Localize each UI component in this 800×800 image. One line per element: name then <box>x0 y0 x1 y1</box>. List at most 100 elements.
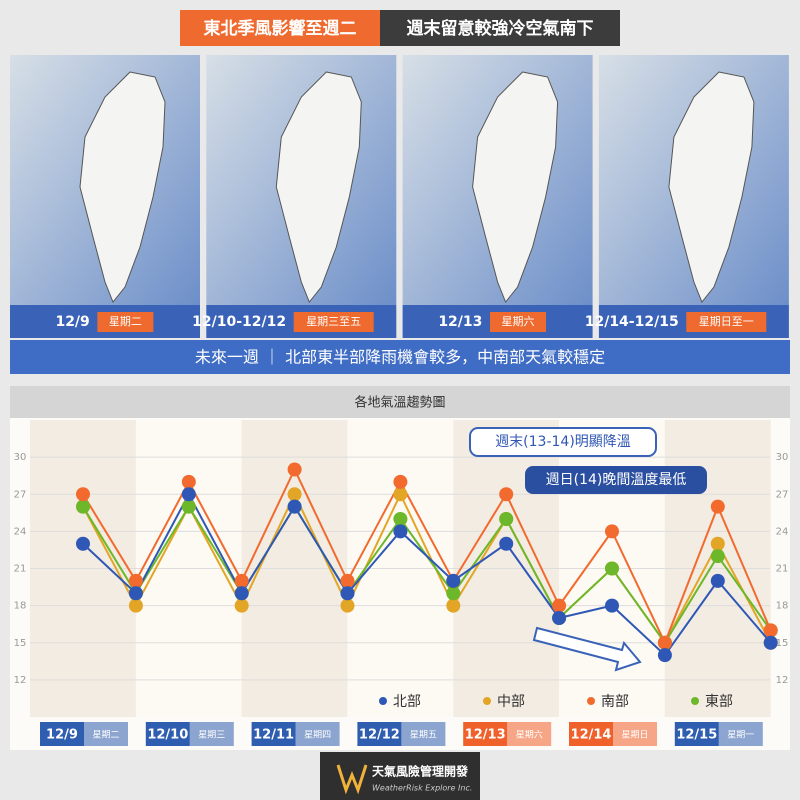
weekday-box <box>84 722 128 746</box>
legend-label: 北部 <box>393 694 421 710</box>
y2-tick-label: 30 <box>776 452 789 463</box>
header-right: 週末留意較強冷空氣南下 <box>407 18 594 39</box>
summary: 未來一週 ｜ 北部東半部降雨機會較多，中南部天氣較穩定 <box>195 348 605 367</box>
arrow <box>532 626 642 672</box>
date-box <box>463 722 508 746</box>
data-point <box>393 524 408 539</box>
data-point <box>287 499 302 514</box>
weekday-box <box>189 722 234 746</box>
data-point <box>605 598 619 613</box>
data-point <box>710 573 725 588</box>
date-box <box>145 722 190 746</box>
data-point <box>340 586 355 601</box>
data-point <box>446 586 461 601</box>
data-point <box>552 611 567 625</box>
annotation-box <box>469 427 657 457</box>
y-tick-label: 12 <box>14 675 27 686</box>
weekday-label: 星期六 <box>516 729 543 741</box>
legend-marker <box>483 697 491 705</box>
y-tick-label: 27 <box>14 489 27 500</box>
summary-bg <box>10 340 790 374</box>
weekday-label: 星期一 <box>727 730 754 741</box>
date-box <box>40 722 84 746</box>
y-tick-label: 21 <box>14 564 27 575</box>
legend-label: 南部 <box>601 694 629 710</box>
data-point <box>76 487 90 502</box>
weekday-label: 星期四 <box>304 730 331 741</box>
weekday-label: 星期日 <box>621 730 648 741</box>
map-date: 12/9 <box>55 314 89 330</box>
map-day-bg <box>97 312 154 332</box>
map-day-bg <box>686 312 767 332</box>
map-date: 12/13 <box>438 314 482 330</box>
data-point <box>446 573 461 588</box>
logo <box>336 764 368 795</box>
map-day: 星期六 <box>502 315 535 328</box>
map-day: 星期三至五 <box>306 315 361 328</box>
data-point <box>605 524 619 539</box>
y2-tick-label: 15 <box>776 638 789 649</box>
data-point <box>763 635 778 650</box>
data-point <box>181 474 196 489</box>
data-point <box>710 536 725 551</box>
weekday-label: 星期二 <box>92 730 119 741</box>
weekday-box <box>718 722 763 746</box>
data-point <box>552 598 567 613</box>
data-point <box>499 512 514 526</box>
x-tick-label: 12/14 <box>571 728 612 743</box>
x-tick-label: 12/15 <box>676 728 717 743</box>
data-point <box>287 487 302 502</box>
data-point <box>340 598 355 613</box>
y2-tick-label: 21 <box>776 564 789 575</box>
data-point <box>128 586 143 601</box>
legend-label: 東部 <box>705 694 733 710</box>
weekday-label: 星期三 <box>198 730 225 741</box>
y2-tick-label: 24 <box>776 526 789 537</box>
map-island <box>472 71 559 303</box>
date-box <box>569 722 613 746</box>
data-point <box>710 549 725 564</box>
y2-tick-label: 18 <box>776 601 789 612</box>
data-point <box>287 462 302 477</box>
annotation: 週末(13-14)明顯降溫 <box>495 434 631 450</box>
data-point <box>181 499 196 514</box>
data-point <box>76 536 90 551</box>
data-point <box>657 648 672 663</box>
chart-title-bg <box>10 386 790 418</box>
y-tick-label: 24 <box>14 526 27 537</box>
y2-tick-label: 12 <box>776 675 789 686</box>
chart-title: 各地氣溫趨勢圖 <box>354 395 445 411</box>
map-date: 12/14-12/15 <box>585 314 679 330</box>
weekday-box <box>401 722 446 746</box>
date-box <box>251 722 296 746</box>
legend-marker <box>379 697 387 705</box>
chart: 12 12 15 15 18 18 21 21 24 24 27 27 30 30 週末(13-14)明顯降… <box>14 420 789 746</box>
header-right-bg <box>380 10 620 46</box>
series-line <box>82 492 772 657</box>
weekday-label: 星期五 <box>410 730 437 741</box>
legend-marker <box>691 697 699 705</box>
map-island <box>668 71 755 303</box>
date-box <box>357 722 402 746</box>
data-point <box>393 487 408 502</box>
data-point <box>128 598 143 613</box>
map-day-bg <box>490 312 546 332</box>
data-point <box>710 499 725 514</box>
map-panels: 12/9 星期二 12/10-12/12 星期三至五 12/13 星期六 12/14-12/… <box>10 55 789 338</box>
weekday-box <box>507 722 552 746</box>
x-tick-label: 12/13 <box>465 728 506 743</box>
map-day: 星期二 <box>109 315 142 328</box>
header-left: 東北季風影響至週二 <box>204 18 357 39</box>
data-point <box>499 536 514 551</box>
data-point <box>234 573 249 588</box>
y-tick-label: 30 <box>14 452 27 463</box>
data-point <box>499 487 514 502</box>
legend-label: 中部 <box>497 694 525 710</box>
data-point <box>76 499 90 514</box>
data-point <box>234 598 249 613</box>
header-left-bg <box>180 10 380 46</box>
data-point <box>340 573 355 588</box>
x-tick-label: 12/10 <box>147 728 188 743</box>
data-point <box>446 598 461 613</box>
